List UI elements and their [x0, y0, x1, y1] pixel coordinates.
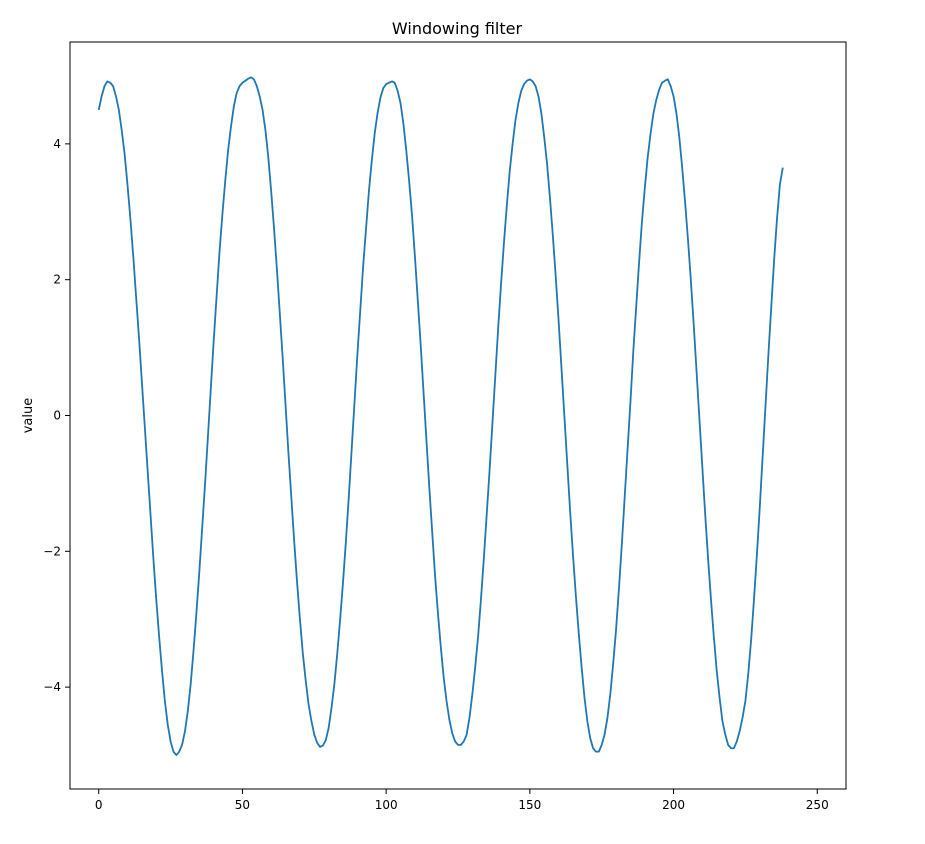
- plot-area: [97, 76, 784, 756]
- x-tick-label: 200: [662, 798, 685, 812]
- x-tick-label: 150: [518, 798, 541, 812]
- y-tick-label: 2: [53, 273, 61, 287]
- y-tick-label: 0: [53, 409, 61, 423]
- series-line-0: [97, 76, 784, 756]
- y-tick-label: −4: [43, 680, 61, 694]
- y-tick-label: 4: [53, 137, 61, 151]
- x-axis: 0 50 100 150 200 250: [95, 789, 829, 812]
- y-axis-label: value: [21, 398, 36, 434]
- x-tick-label: 0: [95, 798, 103, 812]
- x-tick-label: 50: [235, 798, 250, 812]
- y-tick-label: −2: [43, 544, 61, 558]
- chart-title: Windowing filter: [392, 19, 523, 38]
- x-tick-label: 250: [806, 798, 829, 812]
- x-tick-label: 100: [375, 798, 398, 812]
- y-axis: −4 −2 0 2 4: [43, 137, 70, 694]
